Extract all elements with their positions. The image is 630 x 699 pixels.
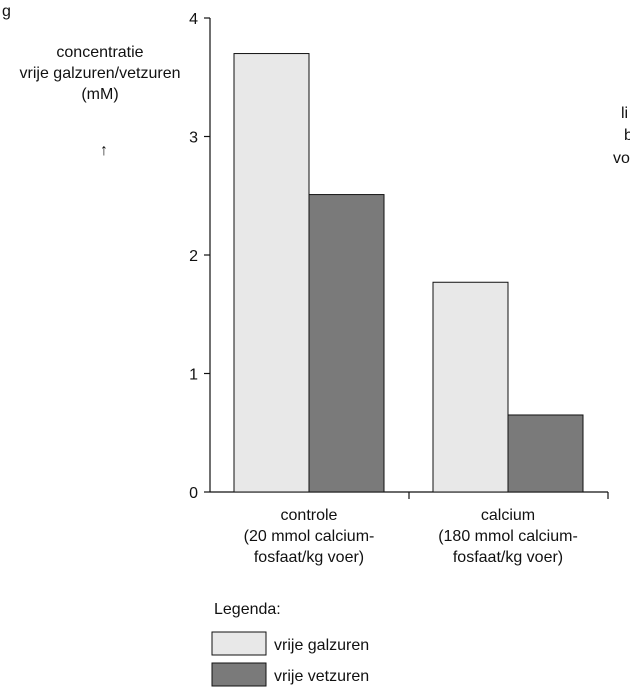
right-edge-text-fragment-1: b bbox=[624, 127, 630, 144]
legend-swatch-1 bbox=[211, 662, 267, 687]
y-axis-label-line-0: concentratie bbox=[56, 44, 143, 61]
legend-swatch-0 bbox=[211, 631, 267, 656]
category-label-0-line-1: (20 mmol calcium- bbox=[244, 528, 375, 545]
category-label-1-line-1: (180 mmol calcium- bbox=[438, 528, 578, 545]
labels: g 0 1 2 3 4 controle (20 mmol calcium-fosfaat/k… bbox=[2, 3, 630, 566]
bars bbox=[233, 53, 584, 493]
y-tick-label: 0 bbox=[189, 485, 198, 502]
right-edge-text-fragment-2: vo bbox=[613, 150, 630, 167]
y-tick-label: 1 bbox=[189, 367, 198, 384]
legend: Legenda: vrije galzuren vrije vetzuren bbox=[211, 601, 369, 687]
y-axis-arrow-icon: ↑ bbox=[100, 142, 108, 159]
bar-vetzuren-0 bbox=[308, 194, 385, 493]
right-edge-text-fragment-0: li bbox=[621, 105, 628, 122]
category-label-1-line-0: calcium bbox=[481, 507, 535, 524]
page-heading-fragment: g bbox=[2, 3, 11, 20]
category-label-1-line-2: fosfaat/kg voer) bbox=[453, 549, 563, 566]
y-tick-label: 4 bbox=[189, 11, 198, 28]
legend-title: Legenda: bbox=[214, 601, 281, 618]
y-axis-label-line-1: vrije galzuren/vetzuren bbox=[20, 65, 181, 82]
legend-label-1: vrije vetzuren bbox=[274, 668, 369, 685]
y-tick-label: 3 bbox=[189, 130, 198, 147]
y-axis-label-line-2: (mM) bbox=[81, 86, 118, 103]
category-label-0-line-0: controle bbox=[281, 507, 338, 524]
y-tick-label: 2 bbox=[189, 248, 198, 265]
category-label-0-line-2: fosfaat/kg voer) bbox=[254, 549, 364, 566]
bar-galzuren-0 bbox=[233, 53, 310, 493]
legend-label-0: vrije galzuren bbox=[274, 637, 369, 654]
bar-galzuren-1 bbox=[432, 281, 509, 493]
bar-vetzuren-1 bbox=[507, 414, 584, 493]
